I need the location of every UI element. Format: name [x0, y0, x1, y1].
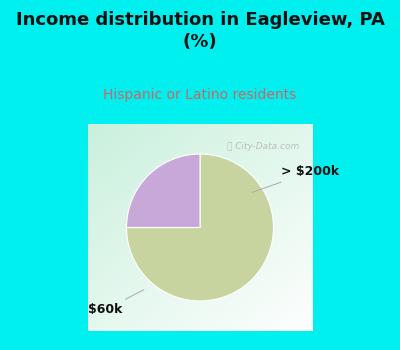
Text: Hispanic or Latino residents: Hispanic or Latino residents — [103, 88, 297, 102]
Wedge shape — [126, 154, 274, 301]
Text: $60k: $60k — [88, 290, 144, 316]
Text: ⓘ City-Data.com: ⓘ City-Data.com — [227, 142, 299, 151]
Text: Income distribution in Eagleview, PA
(%): Income distribution in Eagleview, PA (%) — [16, 11, 384, 51]
Wedge shape — [126, 154, 200, 228]
Text: > $200k: > $200k — [252, 166, 339, 192]
